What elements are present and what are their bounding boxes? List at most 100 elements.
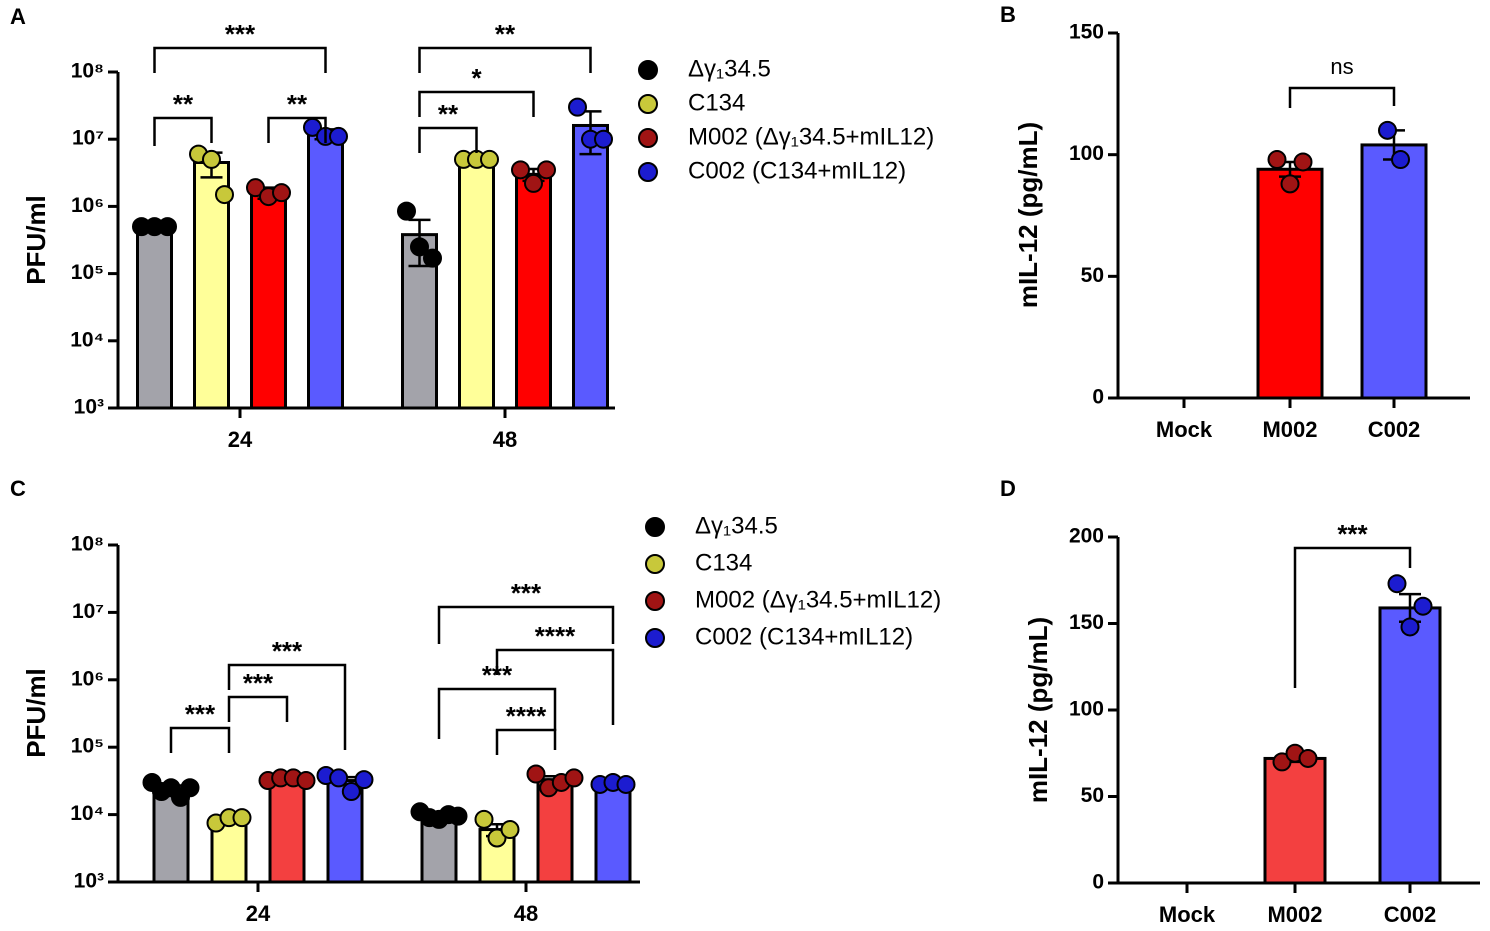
bar bbox=[572, 123, 609, 410]
data-point bbox=[500, 820, 520, 840]
data-point bbox=[180, 778, 200, 798]
y-tick-label: 0 bbox=[1092, 386, 1104, 409]
bar bbox=[458, 157, 495, 410]
data-point bbox=[296, 771, 316, 791]
y-tick-label: 150 bbox=[1069, 611, 1104, 634]
data-point bbox=[1378, 120, 1397, 140]
legend-label: M002 (Δγ₁34.5+mIL12) bbox=[688, 123, 934, 150]
y-tick-label: 10⁵ bbox=[71, 735, 104, 758]
y-tick-label: 10⁷ bbox=[72, 600, 104, 623]
legend-marker bbox=[645, 628, 665, 648]
significance-label: ** bbox=[495, 19, 516, 49]
data-point bbox=[272, 183, 291, 203]
y-tick-label: 150 bbox=[1069, 21, 1104, 44]
significance-label: **** bbox=[506, 701, 547, 731]
significance-label: ** bbox=[173, 89, 194, 119]
legend-label: M002 (Δγ₁34.5+mIL12) bbox=[695, 586, 941, 613]
bar bbox=[515, 172, 552, 410]
bar bbox=[250, 191, 287, 410]
legend-marker bbox=[645, 591, 665, 611]
bar bbox=[307, 132, 344, 410]
data-point bbox=[1272, 752, 1292, 772]
legend-marker bbox=[638, 94, 658, 114]
legend-label: Δγ₁34.5 bbox=[695, 512, 778, 539]
bar bbox=[594, 782, 632, 884]
data-point bbox=[1413, 596, 1433, 616]
y-tick-label: 10⁴ bbox=[70, 802, 104, 825]
data-point bbox=[594, 129, 613, 149]
x-tick-label: M002 bbox=[1262, 417, 1317, 442]
data-point bbox=[616, 774, 636, 794]
significance-bracket bbox=[495, 648, 615, 725]
significance-bracket bbox=[227, 695, 289, 722]
y-axis-label: mIL-12 (pg/mL) bbox=[1023, 617, 1053, 803]
significance-label: *** bbox=[511, 578, 542, 608]
bar bbox=[1378, 606, 1442, 885]
bar bbox=[1263, 756, 1327, 885]
significance-bracket bbox=[418, 126, 478, 153]
significance-label: *** bbox=[225, 19, 256, 49]
y-axis-label: PFU/ml bbox=[21, 195, 51, 285]
data-point bbox=[1293, 152, 1313, 172]
x-tick-label: M002 bbox=[1267, 902, 1322, 927]
x-tick-label: Mock bbox=[1159, 902, 1216, 927]
data-point bbox=[487, 828, 507, 848]
x-tick-label: 48 bbox=[514, 901, 538, 926]
significance-bracket bbox=[153, 116, 213, 146]
significance-bracket bbox=[169, 726, 231, 753]
legend-marker bbox=[638, 60, 658, 80]
legend-marker bbox=[645, 517, 665, 537]
data-point bbox=[568, 97, 587, 117]
y-tick-label: 10⁷ bbox=[72, 127, 104, 150]
data-point bbox=[1387, 574, 1407, 594]
legend-label: C134 bbox=[688, 89, 745, 116]
significance-label: ** bbox=[287, 89, 308, 119]
data-point bbox=[354, 770, 374, 790]
significance-bracket bbox=[495, 728, 557, 755]
data-point bbox=[1280, 174, 1300, 194]
data-point bbox=[564, 768, 584, 788]
x-tick-label: 48 bbox=[493, 427, 517, 452]
y-tick-label: 10⁵ bbox=[71, 261, 104, 284]
y-tick-label: 10³ bbox=[74, 396, 104, 419]
y-tick-label: 50 bbox=[1081, 264, 1104, 287]
significance-label: *** bbox=[185, 699, 216, 729]
y-tick-label: 10⁶ bbox=[71, 667, 104, 690]
x-tick-label: C002 bbox=[1384, 902, 1437, 927]
data-point bbox=[448, 806, 468, 826]
panel-letter: C bbox=[10, 476, 26, 501]
data-point bbox=[341, 782, 361, 802]
x-tick-label: 24 bbox=[228, 427, 253, 452]
y-tick-label: 50 bbox=[1081, 784, 1104, 807]
significance-label: *** bbox=[243, 668, 274, 698]
significance-bracket bbox=[418, 46, 592, 73]
significance-bracket bbox=[267, 116, 327, 143]
data-point bbox=[202, 149, 221, 169]
data-point bbox=[246, 178, 265, 198]
data-point bbox=[232, 808, 252, 828]
panel-letter: A bbox=[10, 4, 26, 29]
y-axis-label: mIL-12 (pg/mL) bbox=[1013, 122, 1043, 308]
x-tick-label: 24 bbox=[246, 901, 271, 926]
data-point bbox=[410, 237, 429, 257]
data-point bbox=[474, 809, 494, 829]
data-point bbox=[329, 768, 349, 788]
data-point bbox=[215, 185, 234, 205]
y-tick-label: 200 bbox=[1069, 525, 1104, 548]
legend-label: C002 (C134+mIL12) bbox=[688, 157, 906, 184]
legend-marker bbox=[638, 162, 658, 182]
data-point bbox=[1298, 748, 1318, 768]
x-tick-label: Mock bbox=[1156, 417, 1213, 442]
bar bbox=[1256, 167, 1324, 400]
data-point bbox=[511, 160, 530, 180]
y-tick-label: 10⁸ bbox=[71, 533, 104, 556]
significance-bracket bbox=[418, 90, 535, 117]
y-tick-label: 10⁶ bbox=[71, 194, 104, 217]
data-point bbox=[526, 764, 546, 784]
significance-bracket bbox=[227, 663, 347, 750]
significance-label: *** bbox=[272, 636, 303, 666]
significance-label: * bbox=[471, 63, 482, 93]
legend-label: Δγ₁34.5 bbox=[688, 55, 771, 82]
data-point bbox=[329, 126, 348, 146]
